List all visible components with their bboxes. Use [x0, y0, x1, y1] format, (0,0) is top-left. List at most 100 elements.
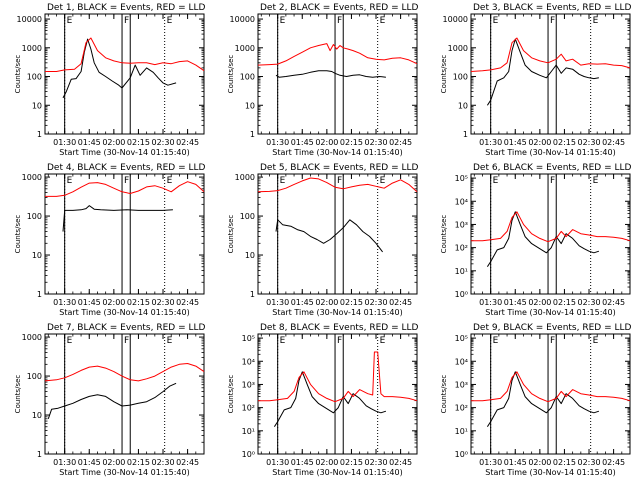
marker-label: F: [550, 176, 555, 186]
marker-label: E: [67, 336, 73, 346]
y-axis-label: Counts/sec: [14, 55, 22, 94]
events-series-line: [62, 38, 177, 99]
y-tick-label: 10⁴: [455, 357, 468, 366]
y-axis-label: Counts/sec: [440, 55, 448, 94]
y-tick-label: 1: [37, 130, 42, 139]
x-tick-label: 01:30: [266, 298, 289, 307]
plot-frame: [470, 333, 631, 455]
y-axis-label: Counts/sec: [227, 55, 235, 94]
y-axis-label: Counts/sec: [227, 375, 235, 414]
x-tick-label: 02:30: [151, 138, 174, 147]
x-tick-label: 02:00: [102, 458, 125, 467]
x-tick-label: 02:45: [389, 298, 412, 307]
y-tick-label: 10⁰: [455, 450, 468, 459]
y-tick-label: 10000: [230, 15, 255, 24]
plot-frame: [257, 173, 418, 295]
x-tick-label: 01:45: [78, 138, 101, 147]
x-tick-label: 01:30: [53, 298, 76, 307]
chart-panel-4: Det 4, BLACK = Events, RED = LLD 1 10 100 10…: [14, 163, 206, 317]
x-tick-label: 02:30: [364, 458, 387, 467]
x-tick-label: 02:30: [151, 458, 174, 467]
marker-label: F: [124, 176, 129, 186]
marker-label: F: [124, 336, 129, 346]
x-tick-label: 02:30: [364, 138, 387, 147]
x-tick-label: 02:00: [528, 138, 551, 147]
plot-frame: [257, 333, 418, 455]
marker-label: E: [380, 176, 386, 186]
x-tick-label: 02:45: [176, 138, 199, 147]
x-tick-label: 01:30: [266, 138, 289, 147]
x-tick-label: 02:30: [151, 298, 174, 307]
x-tick-label: 02:15: [127, 458, 150, 467]
y-tick-label: 1000: [448, 44, 468, 53]
y-tick-label: 10⁵: [242, 334, 255, 343]
marker-label: E: [280, 336, 286, 346]
marker-label: F: [550, 336, 555, 346]
chart-title: Det 6, BLACK = Events, RED = LLD: [473, 163, 632, 173]
y-tick-label: 1000: [235, 44, 255, 53]
x-axis-label: Start Time (30-Nov-14 01:15:40): [59, 308, 189, 317]
chart-title: Det 4, BLACK = Events, RED = LLD: [47, 163, 206, 173]
chart-title: Det 9, BLACK = Events, RED = LLD: [473, 323, 632, 333]
x-tick-label: 02:15: [127, 298, 150, 307]
x-tick-label: 02:30: [577, 458, 600, 467]
y-tick-label: 10²: [455, 404, 468, 413]
plot-frame: [44, 13, 205, 135]
marker-label: E: [593, 16, 599, 26]
marker-label: E: [167, 336, 173, 346]
chart-title: Det 3, BLACK = Events, RED = LLD: [473, 3, 632, 13]
y-tick-label: 1000: [22, 333, 42, 342]
marker-label: E: [167, 16, 173, 26]
y-tick-label: 100: [240, 73, 255, 82]
y-tick-label: 1: [250, 130, 255, 139]
y-tick-label: 10¹: [242, 427, 255, 436]
lld-series-line: [258, 351, 418, 403]
x-axis-label: Start Time (30-Nov-14 01:15:40): [485, 148, 615, 157]
y-tick-label: 1: [250, 290, 255, 299]
marker-label: E: [167, 176, 173, 186]
x-axis-label: Start Time (30-Nov-14 01:15:40): [59, 468, 189, 477]
y-tick-label: 10³: [455, 380, 468, 389]
y-tick-label: 10: [245, 101, 255, 110]
y-tick-label: 10: [32, 411, 42, 420]
x-tick-label: 01:45: [504, 458, 527, 467]
x-tick-label: 02:00: [315, 138, 338, 147]
chart-panel-7: Det 7, BLACK = Events, RED = LLD 1 10 100 10…: [14, 323, 206, 477]
y-tick-label: 10¹: [455, 427, 468, 436]
events-series-line: [47, 382, 177, 419]
x-tick-label: 02:15: [553, 298, 576, 307]
y-tick-label: 1: [463, 130, 468, 139]
x-tick-label: 02:15: [340, 458, 363, 467]
x-tick-label: 01:45: [504, 138, 527, 147]
chart-panel-8: Det 8, BLACK = Events, RED = LLD 10⁰ 10¹ 10…: [227, 323, 419, 477]
x-tick-label: 02:00: [102, 138, 125, 147]
y-tick-label: 10³: [455, 220, 468, 229]
lld-series-line: [470, 37, 631, 72]
marker-label: E: [380, 336, 386, 346]
x-tick-label: 02:45: [602, 138, 625, 147]
x-tick-label: 02:30: [577, 298, 600, 307]
marker-label: F: [124, 16, 129, 26]
lld-series-line: [471, 211, 631, 243]
events-series-line: [273, 371, 387, 427]
lld-series-line: [257, 177, 418, 193]
lld-series-line: [44, 363, 205, 382]
marker-label: F: [550, 16, 555, 26]
marker-label: E: [493, 16, 499, 26]
chart-panel-3: Det 3, BLACK = Events, RED = LLD 1 10 100 10…: [440, 3, 632, 157]
x-tick-label: 01:30: [266, 458, 289, 467]
y-axis-label: Counts/sec: [440, 215, 448, 254]
x-tick-label: 02:15: [553, 458, 576, 467]
y-tick-label: 10: [245, 251, 255, 260]
marker-label: E: [493, 176, 499, 186]
chart-title: Det 8, BLACK = Events, RED = LLD: [260, 323, 419, 333]
y-tick-label: 10⁰: [242, 450, 255, 459]
marker-label: F: [337, 16, 342, 26]
x-tick-label: 01:45: [291, 458, 314, 467]
x-tick-label: 02:45: [602, 298, 625, 307]
lld-series-line: [45, 37, 205, 72]
x-tick-label: 01:45: [78, 458, 101, 467]
y-tick-label: 100: [27, 212, 42, 221]
x-tick-label: 02:00: [528, 298, 551, 307]
lld-series-line: [257, 43, 418, 66]
